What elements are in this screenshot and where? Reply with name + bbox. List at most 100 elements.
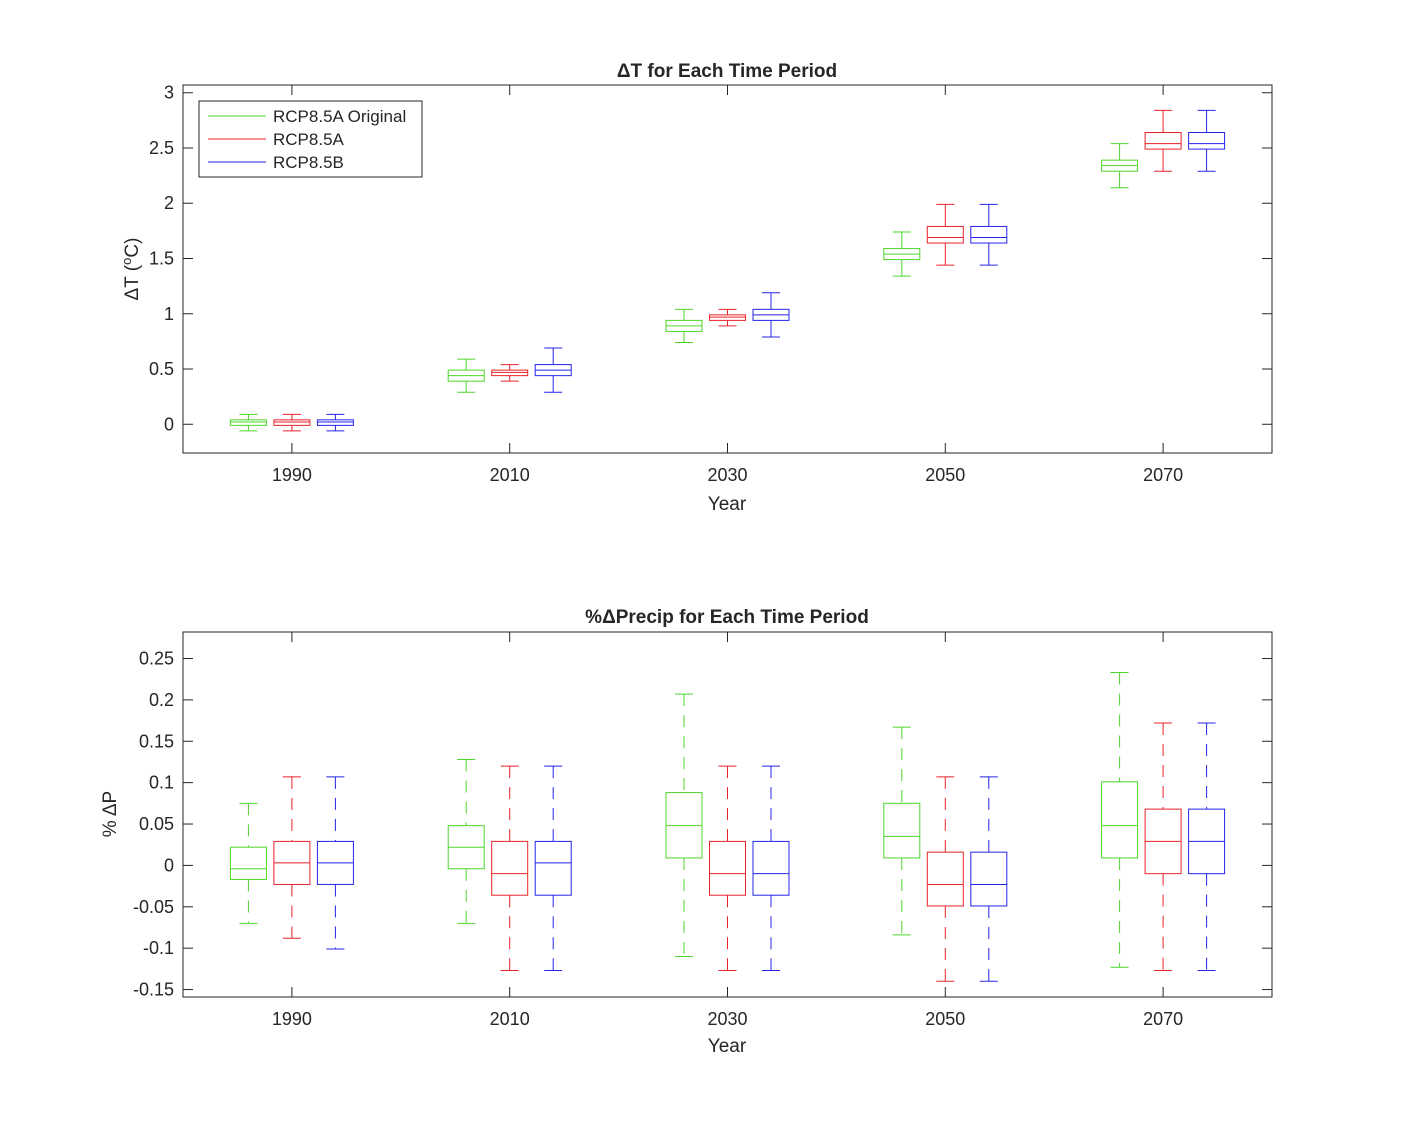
ylabel-percent-prefix: % <box>100 816 121 837</box>
title-text: Precip for Each Time Period <box>616 607 869 628</box>
legend-label: RCP8.5A Original <box>273 107 406 126</box>
y-tick-label: -0.15 <box>133 980 174 1000</box>
y-tick-label: 0.5 <box>149 359 174 379</box>
ylabel-superscript: o <box>119 258 134 265</box>
y-tick-label: 1 <box>164 304 174 324</box>
box-green-2070 <box>1101 672 1139 968</box>
y-tick-label: 0.1 <box>149 773 174 793</box>
x-tick-label: 2070 <box>1143 1009 1183 1029</box>
box-blue-1990 <box>316 413 354 432</box>
box-blue-2070 <box>1188 722 1226 972</box>
x-tick-label: 2050 <box>925 465 965 485</box>
iqr-box <box>273 419 311 426</box>
x-axis-ticks: 1990 2010 2030 2050 2070 <box>272 632 1183 1029</box>
y-tick-label: 0 <box>164 855 174 875</box>
ylabel-main: T ( <box>122 264 143 288</box>
iqr-box <box>534 840 572 896</box>
x-tick-label: 1990 <box>272 1009 312 1029</box>
chart-title: %ΔPrecip for Each Time Period <box>585 607 869 628</box>
x-tick-label: 2010 <box>490 1009 530 1029</box>
x-axis-label: Year <box>708 1036 747 1057</box>
y-tick-label: 0 <box>164 414 174 434</box>
legend-label: RCP8.5A <box>273 130 345 149</box>
iqr-box <box>491 369 529 377</box>
iqr-box <box>926 851 964 907</box>
iqr-box <box>1144 132 1182 150</box>
chart-title: ΔT for Each Time Period <box>617 61 837 82</box>
box-green-2010 <box>447 758 485 924</box>
box-green-2030 <box>665 308 703 343</box>
iqr-box <box>1101 781 1139 859</box>
box-red-2010 <box>491 765 529 972</box>
iqr-box <box>970 851 1008 907</box>
title-delta-symbol: Δ <box>617 61 631 82</box>
title-percent-prefix: % <box>585 607 602 628</box>
box-green-2010 <box>447 358 485 393</box>
box-red-1990 <box>273 776 311 939</box>
box-green-1990 <box>229 802 267 924</box>
box-blue-2030 <box>752 765 790 972</box>
legend-entries: RCP8.5A Original RCP8.5A RCP8.5B <box>208 107 406 172</box>
y-axis-label: % ΔP <box>100 791 121 838</box>
legend-label: RCP8.5B <box>273 153 344 172</box>
box-green-2050 <box>883 726 921 936</box>
box-blue-2010 <box>534 347 572 393</box>
box-red-2030 <box>709 308 746 327</box>
x-tick-label: 1990 <box>272 465 312 485</box>
delta-precip-chart: %ΔPrecip for Each Time Period -0.15-0.1-… <box>100 607 1273 1057</box>
y-tick-label: 0.05 <box>139 814 174 834</box>
box-marks <box>229 109 1226 432</box>
box-red-2010 <box>491 364 529 382</box>
box-green-2030 <box>665 693 703 957</box>
x-tick-label: 2030 <box>707 1009 747 1029</box>
iqr-box <box>709 840 746 896</box>
box-red-2050 <box>926 203 964 266</box>
box-blue-1990 <box>316 776 354 950</box>
title-text: T for Each Time Period <box>631 61 838 82</box>
y-axis-ticks: -0.15 -0.1 -0.05 0 0.05 0.1 0.15 0.2 0.25 <box>133 648 1272 1000</box>
x-axis-label: Year <box>708 494 747 515</box>
y-tick-label: -0.05 <box>133 897 174 917</box>
ylabel-delta-symbol: Δ <box>122 287 143 300</box>
title-delta-symbol: Δ <box>602 607 616 628</box>
box-red-2030 <box>709 765 746 972</box>
ylabel-main: P <box>100 791 121 804</box>
iqr-box <box>970 225 1008 244</box>
box-red-2050 <box>926 776 964 982</box>
iqr-box <box>316 419 354 426</box>
ylabel-end: C) <box>122 238 143 258</box>
iqr-box <box>883 802 921 859</box>
y-axis-ticks: 0 0.5 1 1.5 2 2.5 3 <box>149 83 1272 434</box>
x-axis-ticks: 1990 2010 2030 2050 2070 <box>272 85 1183 485</box>
iqr-box <box>491 840 529 896</box>
y-tick-label: 0.15 <box>139 731 174 751</box>
x-tick-label: 2030 <box>707 465 747 485</box>
box-green-1990 <box>229 413 267 432</box>
y-tick-label: 1.5 <box>149 249 174 269</box>
box-marks <box>229 672 1226 982</box>
delta-t-chart: ΔT for Each Time Period 00.511.522.53 19… <box>119 61 1273 515</box>
iqr-box <box>709 314 746 321</box>
box-green-2070 <box>1101 143 1139 189</box>
iqr-box <box>229 419 267 426</box>
box-blue-2070 <box>1188 109 1226 172</box>
y-tick-label: 3 <box>164 83 174 103</box>
box-red-1990 <box>273 413 311 432</box>
box-green-2050 <box>883 231 921 277</box>
box-blue-2010 <box>534 765 572 972</box>
box-red-2070 <box>1144 722 1182 972</box>
iqr-box <box>926 225 964 244</box>
y-tick-label: 0.2 <box>149 690 174 710</box>
y-tick-label: -0.1 <box>143 938 174 958</box>
y-tick-label: 2.5 <box>149 138 174 158</box>
iqr-box <box>1188 132 1226 150</box>
y-axis-label: ΔT (oC) <box>119 238 144 301</box>
iqr-box <box>752 840 790 896</box>
x-tick-label: 2070 <box>1143 465 1183 485</box>
x-tick-label: 2050 <box>925 1009 965 1029</box>
x-tick-label: 2010 <box>490 465 530 485</box>
legend: RCP8.5A Original RCP8.5A RCP8.5B <box>198 100 423 178</box>
ylabel-delta-symbol: Δ <box>100 803 121 816</box>
